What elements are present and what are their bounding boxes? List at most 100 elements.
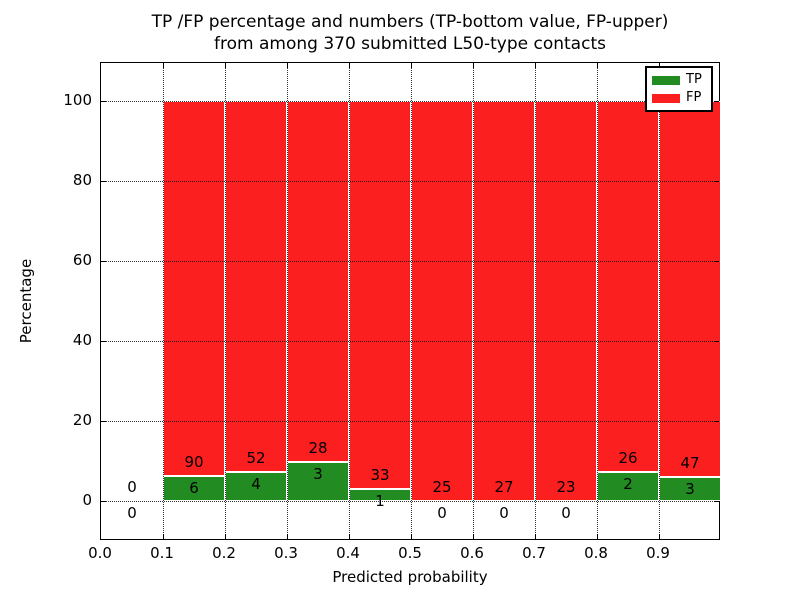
x-tick-label-0.0: 0.0 xyxy=(88,544,112,562)
fp-count-label-4: 33 xyxy=(370,465,390,484)
gridline-x-0.2 xyxy=(225,63,226,539)
fp-count-label-6: 27 xyxy=(494,477,514,496)
x-tick-bottom-0.9 xyxy=(659,534,660,539)
x-tick-bottom-0.5 xyxy=(411,534,412,539)
x-tick-bottom-0.4 xyxy=(349,534,350,539)
x-tick-bottom-0.8 xyxy=(597,534,598,539)
tp-bar-segment-2 xyxy=(225,472,287,501)
tp-count-label-4: 1 xyxy=(375,492,385,511)
x-tick-bottom-0.3 xyxy=(287,534,288,539)
y-tick-label-60: 60 xyxy=(72,251,92,269)
y-tick-label-100: 100 xyxy=(63,91,92,109)
x-tick-label-0.9: 0.9 xyxy=(646,544,670,562)
x-tick-label-0.1: 0.1 xyxy=(150,544,174,562)
x-tick-label-0.5: 0.5 xyxy=(398,544,422,562)
fp-count-label-7: 23 xyxy=(556,477,576,496)
y-tick-label-0: 0 xyxy=(82,491,92,509)
gridline-x-0.3 xyxy=(287,63,288,539)
x-tick-top-0.7 xyxy=(535,63,536,68)
y-axis-label: Percentage xyxy=(17,258,35,344)
tp-count-label-0: 0 xyxy=(127,504,137,522)
gridline-x-0.8 xyxy=(597,63,598,539)
chart-title: TP /FP percentage and numbers (TP-bottom… xyxy=(100,11,720,55)
fp-count-label-2: 52 xyxy=(246,449,266,468)
fp-bar-segment-7 xyxy=(535,101,597,501)
y-tick-right-60 xyxy=(714,261,719,262)
gridline-x-0.6 xyxy=(473,63,474,539)
legend-item-fp: FP xyxy=(647,91,711,105)
gridline-x-0.7 xyxy=(535,63,536,539)
x-tick-top-0.2 xyxy=(225,63,226,68)
y-tick-right-20 xyxy=(714,421,719,422)
fp-bar-segment-6 xyxy=(473,101,535,501)
x-axis-label: Predicted probability xyxy=(332,568,488,586)
tp-count-label-9: 3 xyxy=(685,480,695,498)
fp-count-label-3: 28 xyxy=(308,438,328,457)
y-tick-left-80 xyxy=(101,181,106,182)
y-tick-right-80 xyxy=(714,181,719,182)
gridline-y-40 xyxy=(101,341,719,342)
legend-label-fp: FP xyxy=(686,90,702,105)
y-tick-left-40 xyxy=(101,341,106,342)
gridline-x-0.4 xyxy=(349,63,350,539)
gridline-x-0.9 xyxy=(659,63,660,539)
fp-bar-segment-2 xyxy=(225,101,287,473)
tp-count-label-7: 0 xyxy=(561,504,571,522)
fp-count-label-1: 90 xyxy=(184,452,204,471)
fp-count-label-9: 47 xyxy=(680,453,700,472)
chart-title-line-2: from among 370 submitted L50-type contac… xyxy=(214,34,606,54)
x-tick-top-0.1 xyxy=(163,63,164,68)
tp-count-label-6: 0 xyxy=(499,504,509,522)
fp-bar-segment-4 xyxy=(349,101,411,490)
x-tick-label-0.8: 0.8 xyxy=(584,544,608,562)
legend: TP FP xyxy=(645,66,713,112)
y-tick-label-20: 20 xyxy=(72,411,92,429)
x-tick-bottom-0.2 xyxy=(225,534,226,539)
legend-label-tp: TP xyxy=(686,72,702,87)
tp-bar-segment-9 xyxy=(659,477,721,501)
legend-item-tp: TP xyxy=(647,73,711,87)
fp-bar-segment-1 xyxy=(163,101,225,476)
fp-count-label-5: 25 xyxy=(432,477,452,496)
y-tick-left-60 xyxy=(101,261,106,262)
x-tick-bottom-0.7 xyxy=(535,534,536,539)
x-tick-label-0.6: 0.6 xyxy=(460,544,484,562)
gridline-y-20 xyxy=(101,421,719,422)
y-tick-left-0 xyxy=(101,501,106,502)
gridline-x-0.5 xyxy=(411,63,412,539)
y-tick-left-20 xyxy=(101,421,106,422)
tp-bar-segment-1 xyxy=(163,476,225,501)
chart-title-line-1: TP /FP percentage and numbers (TP-bottom… xyxy=(151,12,669,32)
x-tick-top-0.5 xyxy=(411,63,412,68)
fp-bar-segment-5 xyxy=(411,101,473,501)
y-tick-right-0 xyxy=(714,501,719,502)
fp-swatch-icon xyxy=(652,93,680,103)
x-tick-bottom-0.6 xyxy=(473,534,474,539)
gridline-y-60 xyxy=(101,261,719,262)
tp-count-label-1: 6 xyxy=(189,479,199,497)
x-tick-top-0.3 xyxy=(287,63,288,68)
x-tick-top-0.6 xyxy=(473,63,474,68)
x-tick-top-0.4 xyxy=(349,63,350,68)
y-tick-label-40: 40 xyxy=(72,331,92,349)
fp-bar-segment-8 xyxy=(597,101,659,473)
y-tick-right-40 xyxy=(714,341,719,342)
tp-count-label-3: 3 xyxy=(313,465,323,484)
y-tick-right-100 xyxy=(714,101,719,102)
tp-count-label-2: 4 xyxy=(251,475,261,494)
x-tick-top-0.8 xyxy=(597,63,598,68)
fp-count-label-8: 26 xyxy=(618,449,638,468)
x-tick-label-0.3: 0.3 xyxy=(274,544,298,562)
fp-count-label-0: 0 xyxy=(127,477,137,496)
y-tick-left-100 xyxy=(101,101,106,102)
tp-bar-segment-8 xyxy=(597,472,659,501)
x-tick-top-0.9 xyxy=(659,63,660,68)
gridline-y-0 xyxy=(101,501,719,502)
tp-count-label-8: 2 xyxy=(623,475,633,494)
gridline-y-80 xyxy=(101,181,719,182)
tp-count-label-5: 0 xyxy=(437,504,447,522)
x-tick-label-0.7: 0.7 xyxy=(522,544,546,562)
x-tick-bottom-0.1 xyxy=(163,534,164,539)
fp-bar-segment-3 xyxy=(287,101,349,463)
